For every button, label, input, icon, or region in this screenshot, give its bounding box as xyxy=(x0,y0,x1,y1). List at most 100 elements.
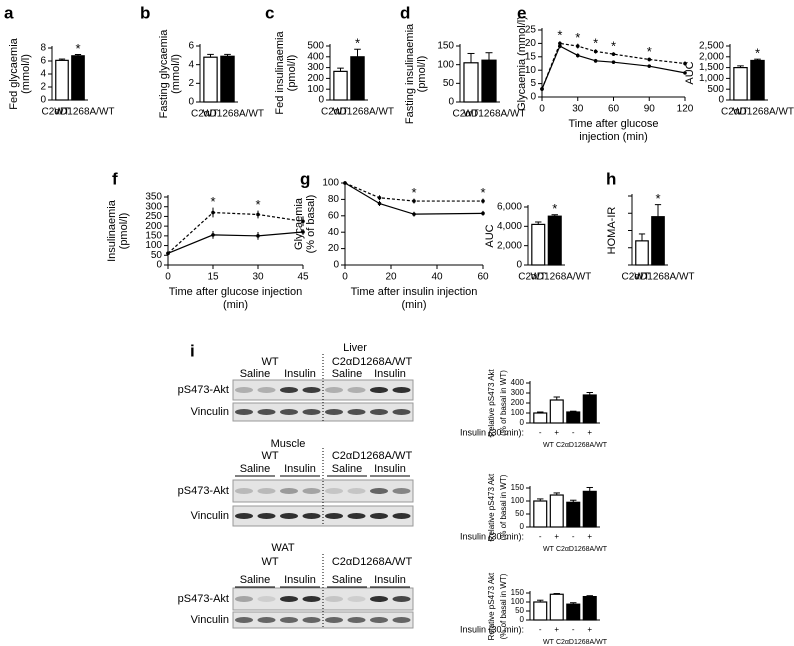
y-tick-label: 6 xyxy=(188,41,194,52)
blot-band xyxy=(302,409,321,415)
group-label: C2αD1268A/WT xyxy=(332,356,413,368)
point xyxy=(481,211,485,216)
y-axis-label: AUC xyxy=(484,224,496,247)
y-axis-label: (pmol/l) xyxy=(118,213,130,250)
x-tick-label: + xyxy=(587,428,592,437)
y-tick-label: 2,000 xyxy=(497,240,522,251)
y-axis-label: Relative pS473 Akt xyxy=(487,368,496,436)
significance: * xyxy=(655,191,660,206)
bar xyxy=(582,595,597,621)
y-tick-label: 400 xyxy=(511,378,525,387)
point xyxy=(481,199,485,203)
bar xyxy=(549,593,564,621)
x-tick-label: 120 xyxy=(677,104,694,115)
point xyxy=(343,181,347,185)
blot-band xyxy=(302,596,321,602)
x-axis-label: Time after glucose injection xyxy=(169,286,303,298)
blot-band xyxy=(325,409,343,415)
row-label: pS473-Akt xyxy=(178,593,229,605)
y-tick-label: 2 xyxy=(188,78,194,89)
bar xyxy=(533,412,548,424)
y-tick-label: 8 xyxy=(40,43,46,54)
significance: * xyxy=(255,197,260,212)
blot-band xyxy=(392,387,411,393)
blot-band xyxy=(257,409,276,415)
panel-letter: e xyxy=(517,3,526,22)
blot-band xyxy=(370,596,388,602)
group-label: WT xyxy=(261,450,278,462)
condition-label: Insulin xyxy=(284,463,316,475)
blot-band xyxy=(235,596,253,602)
y-axis-label: HOMA-IR xyxy=(606,207,618,255)
bar xyxy=(333,70,348,101)
series-line xyxy=(167,211,304,254)
x-tick-label: + xyxy=(554,428,559,437)
x-tick-label: 0 xyxy=(165,272,171,283)
y-tick-label: 100 xyxy=(437,59,454,70)
point xyxy=(593,59,598,63)
y-tick-label: 0 xyxy=(516,260,522,271)
y-tick-label: 0 xyxy=(520,418,525,427)
y-axis-label: (mmol/l) xyxy=(20,54,32,94)
y-tick-label: 0 xyxy=(520,522,525,531)
y-axis-label: (pmol/l) xyxy=(416,56,428,93)
y-axis-label: Fed glycaemia xyxy=(8,37,20,109)
x-tick-label: 0 xyxy=(342,272,348,283)
bar xyxy=(533,601,548,621)
blot-band xyxy=(325,513,343,519)
blot-band xyxy=(392,617,411,623)
y-tick-label: 1,500 xyxy=(699,62,724,73)
x-tick-label: 45 xyxy=(297,272,309,283)
y-tick-label: 250 xyxy=(145,211,162,222)
y-tick-label: 6,000 xyxy=(497,202,522,213)
significance: * xyxy=(575,30,580,45)
y-tick-label: 0 xyxy=(40,95,46,106)
y-tick-label: 400 xyxy=(307,51,324,62)
blot-band xyxy=(347,387,366,393)
bar xyxy=(549,494,564,528)
y-tick-label: 100 xyxy=(511,496,525,505)
x-tick-label: + xyxy=(554,625,559,634)
y-tick-label: 200 xyxy=(307,73,324,84)
condition-label: Saline xyxy=(240,574,271,586)
y-axis-label: (% of basal in WT) xyxy=(499,573,508,639)
y-axis-label: Fed insulinaemia xyxy=(274,31,286,115)
blot-band xyxy=(235,488,253,494)
condition-label: Saline xyxy=(332,463,363,475)
panel-letter: d xyxy=(400,3,410,22)
point xyxy=(540,87,544,91)
point xyxy=(575,44,580,48)
significance: * xyxy=(75,41,80,56)
blot-band xyxy=(235,513,253,519)
y-tick-label: 300 xyxy=(511,388,525,397)
point xyxy=(575,53,580,58)
bar xyxy=(582,490,597,528)
point xyxy=(647,64,652,68)
x-tick-label: WT xyxy=(530,272,546,283)
x-tick-label: - xyxy=(572,428,575,437)
x-axis-label: Time after insulin injection xyxy=(351,286,478,298)
significance: * xyxy=(647,44,652,59)
group-label: WT xyxy=(261,556,278,568)
x-tick-label: 20 xyxy=(385,272,397,283)
x-tick-label: C2αD1268A/WT xyxy=(191,109,264,120)
significance: * xyxy=(755,46,760,61)
significance: * xyxy=(355,36,360,51)
x-axis-label: (min) xyxy=(223,299,248,311)
group-label: C2αD1268A/WT xyxy=(556,546,608,553)
group-label: C2αD1268A/WT xyxy=(332,450,413,462)
y-tick-label: 4,000 xyxy=(497,221,522,232)
y-tick-label: 4 xyxy=(40,69,46,80)
point xyxy=(301,230,305,234)
blot-band xyxy=(280,513,298,519)
blot-band xyxy=(257,513,276,519)
x-tick-label: - xyxy=(539,428,542,437)
y-tick-label: 80 xyxy=(328,194,340,205)
bar xyxy=(203,56,218,103)
x-tick-label: C2αD1268A/WT xyxy=(452,109,525,120)
significance: * xyxy=(557,28,562,43)
point xyxy=(377,195,382,200)
x-tick-label: C2αD1268A/WT xyxy=(321,107,394,118)
y-tick-label: 0 xyxy=(448,97,454,108)
y-tick-label: 25 xyxy=(525,25,537,36)
